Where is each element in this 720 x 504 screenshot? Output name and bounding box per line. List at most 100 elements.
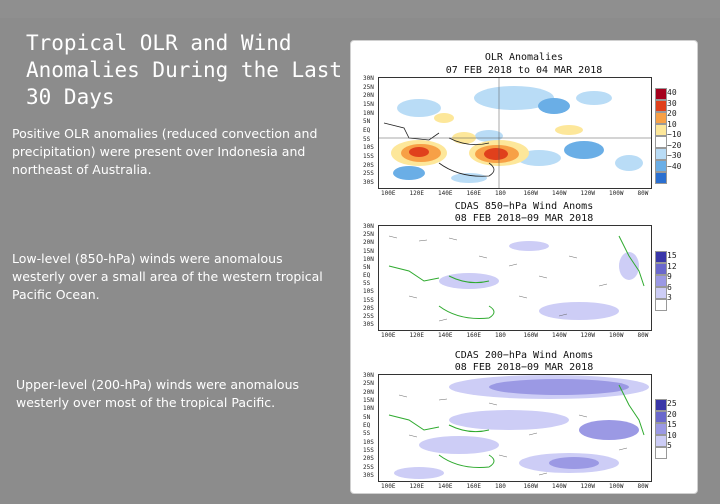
- longitude-label: 140E: [438, 483, 453, 490]
- longitude-label: 100W: [609, 483, 624, 490]
- colorbar-swatch: [655, 435, 667, 447]
- latitude-label: 30S: [363, 179, 374, 186]
- colorbar-swatch: [655, 148, 667, 160]
- latitude-label: 15N: [363, 397, 374, 404]
- latitude-label: 5S: [363, 135, 371, 143]
- latitude-label: 30N: [363, 75, 374, 82]
- longitude-label: 160W: [523, 332, 538, 339]
- latitude-label: 20S: [363, 304, 374, 312]
- wind-200-colorbar: [655, 399, 667, 459]
- latitude-label: 5S: [363, 430, 371, 438]
- colorbar-swatch: [655, 447, 667, 459]
- latitude-label: 20N: [363, 92, 374, 100]
- colorbar-label: 30: [667, 98, 677, 108]
- latitude-label: 10N: [363, 405, 374, 413]
- colorbar-label: 6: [667, 282, 672, 292]
- latitude-label: 10N: [363, 255, 374, 263]
- longitude-label: 100W: [609, 332, 624, 339]
- latitude-label: 5N: [363, 413, 371, 421]
- colorbar-swatch: [655, 251, 667, 263]
- latitude-label: 25S: [363, 312, 374, 320]
- longitude-label: 120E: [409, 483, 424, 490]
- latitude-label: 30S: [363, 321, 374, 328]
- longitude-label: 120W: [580, 332, 595, 339]
- longitude-label: 100E: [381, 190, 396, 197]
- colorbar-swatch: [655, 172, 667, 184]
- longitude-label: 180: [495, 190, 506, 197]
- colorbar-swatch: [655, 299, 667, 311]
- colorbar-swatch: [655, 287, 667, 299]
- olr-panel-dates: 07 FEB 2018 to 04 MAR 2018: [445, 65, 603, 76]
- latitude-label: 15S: [363, 447, 374, 454]
- colorbar-label: −30: [667, 151, 682, 160]
- colorbar-label: 15: [667, 420, 677, 429]
- latitude-label: EQ: [363, 422, 371, 429]
- wind-200-panel-title: CDAS 200−hPa Wind Anoms: [454, 350, 594, 361]
- latitude-label: 15S: [363, 153, 374, 160]
- colorbar-swatch: [655, 124, 667, 136]
- longitude-label: 160E: [466, 483, 481, 490]
- olr-panel-title: OLR Anomalies: [484, 52, 564, 63]
- longitude-label: 140E: [438, 332, 453, 339]
- colorbar-label: 10: [667, 119, 677, 129]
- longitude-label: 180: [495, 332, 506, 339]
- longitude-label: 140W: [552, 483, 567, 490]
- latitude-label: 10S: [363, 144, 374, 152]
- latitude-label: 20N: [363, 239, 374, 247]
- longitude-label: 120E: [409, 332, 424, 339]
- latitude-label: 30N: [363, 372, 374, 379]
- longitude-label: 80W: [637, 332, 649, 339]
- longitude-label: 140W: [552, 190, 567, 197]
- latitude-label: 20S: [363, 455, 374, 463]
- olr-anomaly-map: [378, 77, 652, 189]
- longitude-label: 160E: [466, 190, 481, 197]
- longitude-label: 80W: [637, 190, 649, 197]
- latitude-label: EQ: [363, 272, 371, 279]
- longitude-label: 100W: [609, 190, 624, 197]
- wind-850-panel-dates: 08 FEB 2018−09 MAR 2018: [454, 213, 594, 224]
- latitude-label: 25S: [363, 463, 374, 471]
- longitude-label: 80W: [637, 483, 649, 490]
- slide-title: Tropical OLR and Wind Anomalies During t…: [26, 31, 343, 109]
- latitude-label: 15S: [363, 296, 374, 304]
- colorbar-label: 15: [667, 251, 677, 260]
- latitude-label: 25N: [363, 380, 374, 388]
- colorbar-swatch: [655, 423, 667, 435]
- longitude-label: 160E: [466, 332, 481, 339]
- longitude-label: 100E: [381, 332, 396, 339]
- longitude-label: 120E: [409, 190, 424, 197]
- colorbar-label: 5: [667, 441, 672, 450]
- slide-top-bar: [0, 0, 720, 18]
- latitude-label: 5N: [363, 263, 371, 271]
- longitude-label: 120W: [580, 190, 595, 197]
- wind-200-anomaly-map: [378, 374, 652, 482]
- colorbar-label: −40: [667, 161, 682, 171]
- latitude-label: 20N: [363, 388, 374, 396]
- colorbar-swatch: [655, 263, 667, 275]
- wind-200-panel-dates: 08 FEB 2018−09 MAR 2018: [454, 362, 594, 373]
- latitude-label: EQ: [363, 127, 371, 134]
- latitude-label: 25S: [363, 170, 374, 178]
- latitude-label: 25N: [363, 83, 374, 91]
- colorbar-label: 20: [667, 109, 677, 118]
- colorbar-label: 40: [667, 88, 677, 97]
- latitude-label: 15N: [363, 101, 374, 108]
- longitude-label: 140W: [552, 332, 567, 339]
- colorbar-label: 20: [667, 409, 677, 419]
- colorbar-swatch: [655, 112, 667, 124]
- colorbar-label: 9: [667, 272, 672, 281]
- colorbar-swatch: [655, 100, 667, 112]
- colorbar-swatch: [655, 88, 667, 100]
- latitude-label: 30N: [363, 223, 374, 230]
- latitude-label: 5S: [363, 280, 371, 288]
- colorbar-swatch: [655, 411, 667, 423]
- colorbar-swatch: [655, 136, 667, 148]
- wind-850-colorbar: [655, 251, 667, 311]
- olr-colorbar: [655, 88, 667, 184]
- olr-summary-text: Positive OLR anomalies (reduced convecti…: [12, 126, 318, 177]
- low-level-wind-summary-text: Low-level (850-hPa) winds were anomalous…: [12, 251, 323, 302]
- longitude-label: 180: [495, 483, 506, 490]
- latitude-label: 20S: [363, 161, 374, 169]
- longitude-label: 120W: [580, 483, 595, 490]
- colorbar-label: 10: [667, 430, 677, 440]
